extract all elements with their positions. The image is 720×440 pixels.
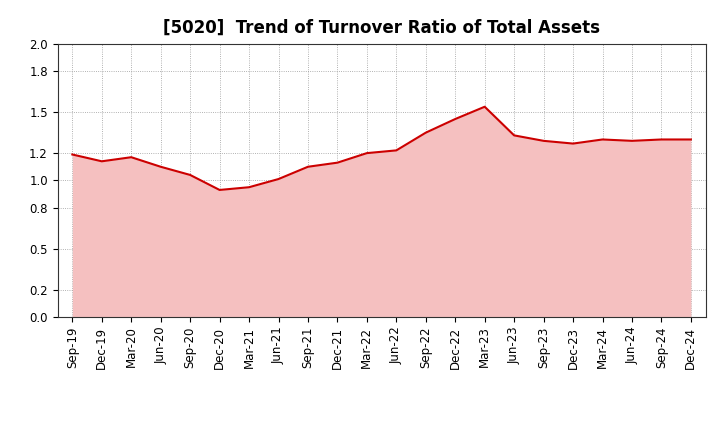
Title: [5020]  Trend of Turnover Ratio of Total Assets: [5020] Trend of Turnover Ratio of Total … <box>163 19 600 37</box>
